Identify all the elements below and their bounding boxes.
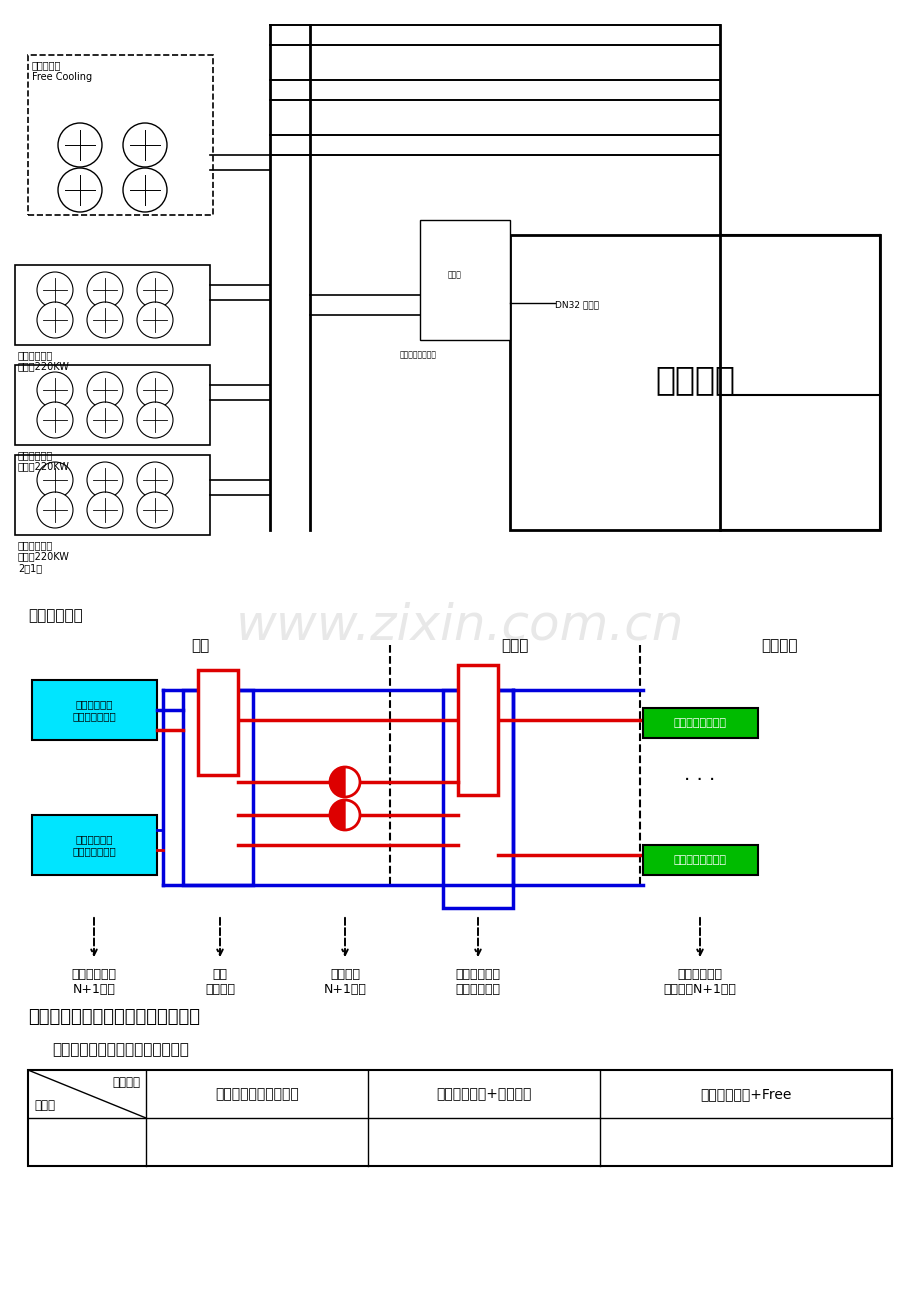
Text: 风冷冷水机组
（带自由冷却）: 风冷冷水机组 （带自由冷却）: [72, 835, 116, 855]
Text: 环状管路系统
避免单点故障: 环状管路系统 避免单点故障: [455, 967, 500, 996]
Bar: [28, 55, 213, 215]
Circle shape: [37, 302, 73, 339]
Bar: [420, 220, 509, 340]
Bar: [458, 665, 497, 796]
Circle shape: [37, 402, 73, 437]
Circle shape: [37, 372, 73, 408]
Bar: [509, 234, 879, 530]
Text: 循环水泵
N+1备份: 循环水泵 N+1备份: [323, 967, 366, 996]
Circle shape: [87, 492, 123, 529]
Bar: [15, 365, 210, 445]
Text: 冷冻水型精密空调: 冷冻水型精密空调: [673, 855, 726, 865]
Text: 闭式冷却塔
Free Cooling: 闭式冷却塔 Free Cooling: [32, 60, 92, 82]
Text: 环状
管路系统: 环状 管路系统: [205, 967, 234, 996]
Bar: [32, 815, 157, 875]
Bar: [15, 454, 210, 535]
Circle shape: [87, 372, 123, 408]
Text: 风冷一拖一精密空调形: 风冷一拖一精密空调形: [215, 1087, 299, 1101]
Bar: [15, 266, 210, 345]
Text: 空调间: 空调间: [501, 638, 528, 654]
Text: 三、三种空调形式优缺陷及能耗对比: 三、三种空调形式优缺陷及能耗对比: [28, 1008, 199, 1026]
Text: 室外冷水机组
N+1备份: 室外冷水机组 N+1备份: [72, 967, 117, 996]
Text: 冷冻水型精密空调: 冷冻水型精密空调: [673, 717, 726, 728]
Circle shape: [137, 372, 173, 408]
Circle shape: [137, 402, 173, 437]
Text: 风冷冷水机组
（带自由冷却）: 风冷冷水机组 （带自由冷却）: [72, 699, 116, 721]
Text: 原理图如下：: 原理图如下：: [28, 608, 83, 622]
Text: 风冷冷水机组+Free: 风冷冷水机组+Free: [699, 1087, 791, 1101]
Bar: [198, 671, 238, 775]
Circle shape: [137, 302, 173, 339]
Circle shape: [137, 462, 173, 497]
Circle shape: [123, 122, 167, 167]
Text: 风冷冷水机组
制冷量220KW: 风冷冷水机组 制冷量220KW: [18, 350, 70, 371]
Circle shape: [58, 122, 102, 167]
Circle shape: [37, 492, 73, 529]
Text: 空调形式: 空调形式: [112, 1075, 140, 1088]
Text: 室内精密空调
每个区域N+1备份: 室内精密空调 每个区域N+1备份: [663, 967, 735, 996]
Text: 数据中心: 数据中心: [654, 363, 734, 397]
Bar: [32, 680, 157, 740]
Circle shape: [87, 302, 123, 339]
Wedge shape: [330, 799, 345, 829]
Text: 风冷冷水机组
制冷量220KW
2用1备: 风冷冷水机组 制冷量220KW 2用1备: [18, 540, 70, 573]
Circle shape: [37, 272, 73, 309]
Text: 优缺陷: 优缺陷: [34, 1099, 55, 1112]
Bar: [183, 690, 253, 885]
Circle shape: [137, 492, 173, 529]
Circle shape: [137, 272, 173, 309]
Bar: [642, 845, 757, 875]
Wedge shape: [330, 767, 345, 797]
Text: 膨胀罐: 膨胀罐: [448, 270, 461, 279]
Text: 风冷冷水机组
制冷量220KW: 风冷冷水机组 制冷量220KW: [18, 450, 70, 471]
Circle shape: [87, 462, 123, 497]
Text: 如下为三种空调方式优缺陷对比：: 如下为三种空调方式优缺陷对比：: [52, 1042, 188, 1057]
Text: 风冷冷水机组+精密空调: 风冷冷水机组+精密空调: [436, 1087, 531, 1101]
Text: 数据中心: 数据中心: [761, 638, 798, 654]
Text: www.zixin.com.cn: www.zixin.com.cn: [235, 602, 684, 648]
Text: · · ·: · · ·: [684, 771, 715, 789]
Circle shape: [87, 272, 123, 309]
Circle shape: [330, 799, 359, 829]
Circle shape: [37, 462, 73, 497]
Bar: [443, 690, 513, 907]
Text: 自动补水稳压装置: 自动补水稳压装置: [400, 350, 437, 359]
Text: DN32 白来水: DN32 白来水: [554, 301, 598, 310]
Circle shape: [123, 168, 167, 212]
Bar: [28, 1070, 891, 1167]
Circle shape: [330, 767, 359, 797]
Text: 室外: 室外: [190, 638, 209, 654]
Circle shape: [87, 402, 123, 437]
Bar: [642, 708, 757, 738]
Circle shape: [58, 168, 102, 212]
